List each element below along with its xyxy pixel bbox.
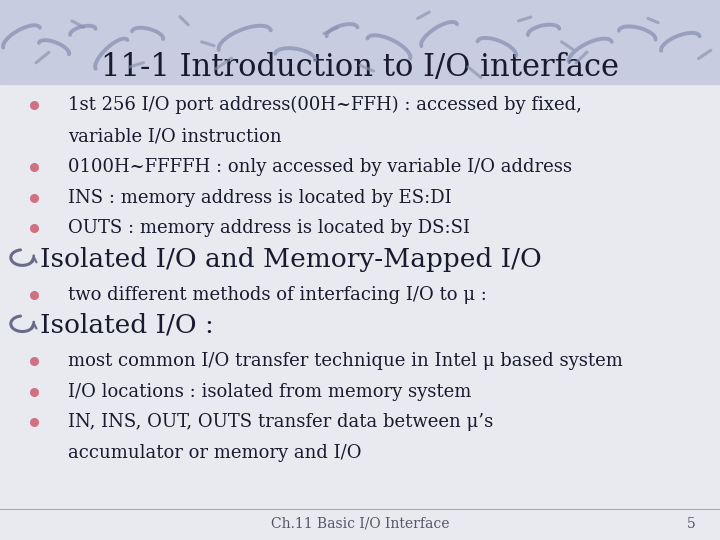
Text: Ch.11 Basic I/O Interface: Ch.11 Basic I/O Interface [271,517,449,531]
Text: Isolated I/O and Memory-Mapped I/O: Isolated I/O and Memory-Mapped I/O [40,247,541,272]
Bar [0,0,720,84]
Text: most common I/O transfer technique in Intel μ based system: most common I/O transfer technique in In… [68,352,624,370]
Text: two different methods of interfacing I/O to μ :: two different methods of interfacing I/O… [68,286,487,303]
Text: accumulator or memory and I/O: accumulator or memory and I/O [68,444,362,462]
Text: OUTS : memory address is located by DS:SI: OUTS : memory address is located by DS:S… [68,219,470,238]
Text: 11-1 Introduction to I/O interface: 11-1 Introduction to I/O interface [101,52,619,83]
Text: Isolated I/O :: Isolated I/O : [40,313,213,338]
Text: variable I/O instruction: variable I/O instruction [68,127,282,145]
Text: I/O locations : isolated from memory system: I/O locations : isolated from memory sys… [68,382,472,401]
Text: IN, INS, OUT, OUTS transfer data between μ’s: IN, INS, OUT, OUTS transfer data between… [68,413,494,431]
Text: 0100H~FFFFH : only accessed by variable I/O address: 0100H~FFFFH : only accessed by variable … [68,158,572,176]
Text: 1st 256 I/O port address(00H~FFH) : accessed by fixed,: 1st 256 I/O port address(00H~FFH) : acce… [68,96,582,114]
Text: INS : memory address is located by ES:DI: INS : memory address is located by ES:DI [68,188,452,207]
Text: 5: 5 [687,517,696,531]
